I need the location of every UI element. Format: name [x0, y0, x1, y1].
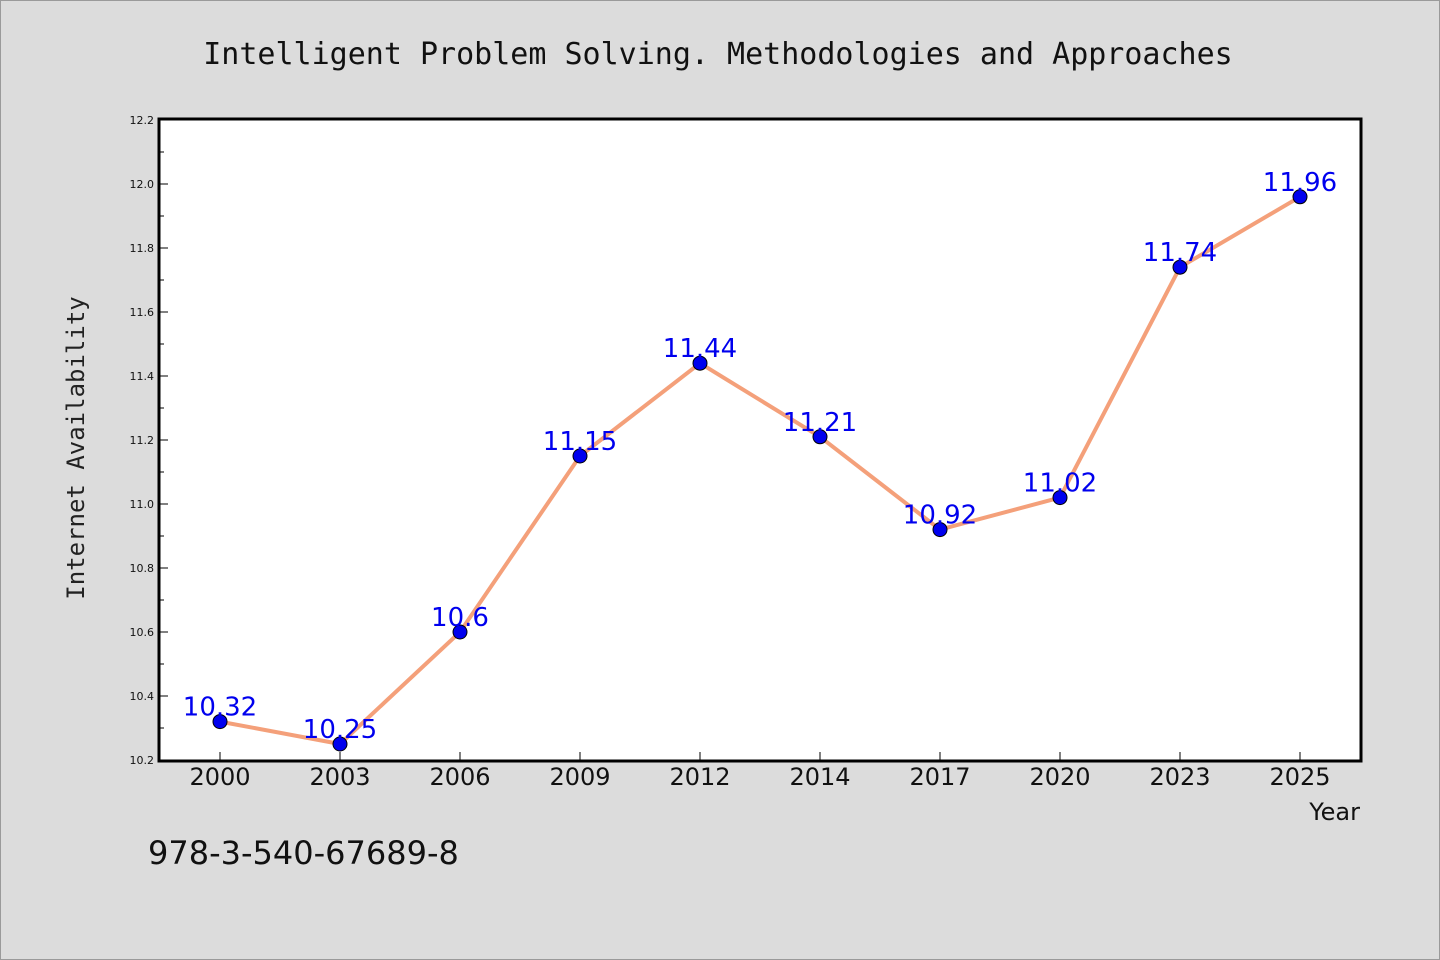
x-tick-label: 2003	[309, 763, 370, 791]
data-label: 10.25	[303, 715, 377, 745]
y-tick-label: 11.8	[130, 242, 155, 255]
data-point	[812, 429, 828, 445]
x-tick-label: 2000	[189, 763, 250, 791]
data-point	[692, 355, 708, 371]
data-point	[452, 624, 468, 640]
y-tick-label: 11.2	[130, 434, 155, 447]
y-tick-label: 10.8	[130, 562, 155, 575]
plot-area	[157, 117, 1363, 763]
y-axis-label: Internet Availability	[62, 296, 90, 599]
series: 10.32 10.25 10.6 11.15 11.44 11.21 10.92 11.02 1…	[183, 168, 1337, 752]
isbn-label: 978-3-540-67689-8	[148, 834, 459, 872]
data-label: 11.21	[783, 408, 857, 438]
x-tick-label: 2020	[1029, 763, 1090, 791]
y-tick-label: 10.4	[130, 690, 155, 703]
data-label: 10.92	[903, 501, 977, 531]
y-tick-label: 11.0	[130, 498, 155, 511]
y-tick-label: 12.0	[130, 178, 155, 191]
data-label: 11.15	[543, 427, 617, 457]
data-point	[212, 714, 228, 730]
chart-title: Intelligent Problem Solving. Methodologi…	[203, 37, 1233, 72]
x-tick-label: 2014	[789, 763, 850, 791]
data-point	[1292, 189, 1308, 205]
data-point	[572, 448, 588, 464]
y-tick-label: 11.6	[130, 306, 155, 319]
x-tick-label: 2006	[429, 763, 490, 791]
y-tick-label: 10.6	[130, 626, 155, 639]
data-label: 11.74	[1143, 238, 1217, 268]
y-axis: 10.2 10.4 10.6 10.8 11.0 11.2 11.4 11.6 11.8 12.0…	[130, 114, 168, 767]
data-point	[1052, 490, 1068, 506]
series-line	[219, 195, 1302, 746]
data-label: 11.96	[1263, 168, 1337, 198]
x-tick-label: 2023	[1149, 763, 1210, 791]
data-label: 10.32	[183, 693, 257, 723]
data-point	[332, 736, 348, 752]
data-point	[932, 522, 948, 538]
data-label: 10.6	[431, 603, 489, 633]
y-tick-label: 12.2	[130, 114, 155, 127]
x-axis: 2000 2003 2006 2009 2012 2014 2017 2020 2023 2025	[189, 752, 1331, 791]
x-tick-label: 2017	[909, 763, 970, 791]
x-tick-label: 2012	[669, 763, 730, 791]
data-label: 11.02	[1023, 469, 1097, 499]
y-tick-label: 11.4	[130, 370, 155, 383]
data-label: 11.44	[663, 334, 737, 364]
x-axis-label: Year	[1308, 798, 1360, 826]
y-tick-label: 10.2	[130, 754, 155, 767]
x-tick-label: 2025	[1269, 763, 1330, 791]
x-tick-label: 2009	[549, 763, 610, 791]
data-point	[1172, 259, 1188, 275]
